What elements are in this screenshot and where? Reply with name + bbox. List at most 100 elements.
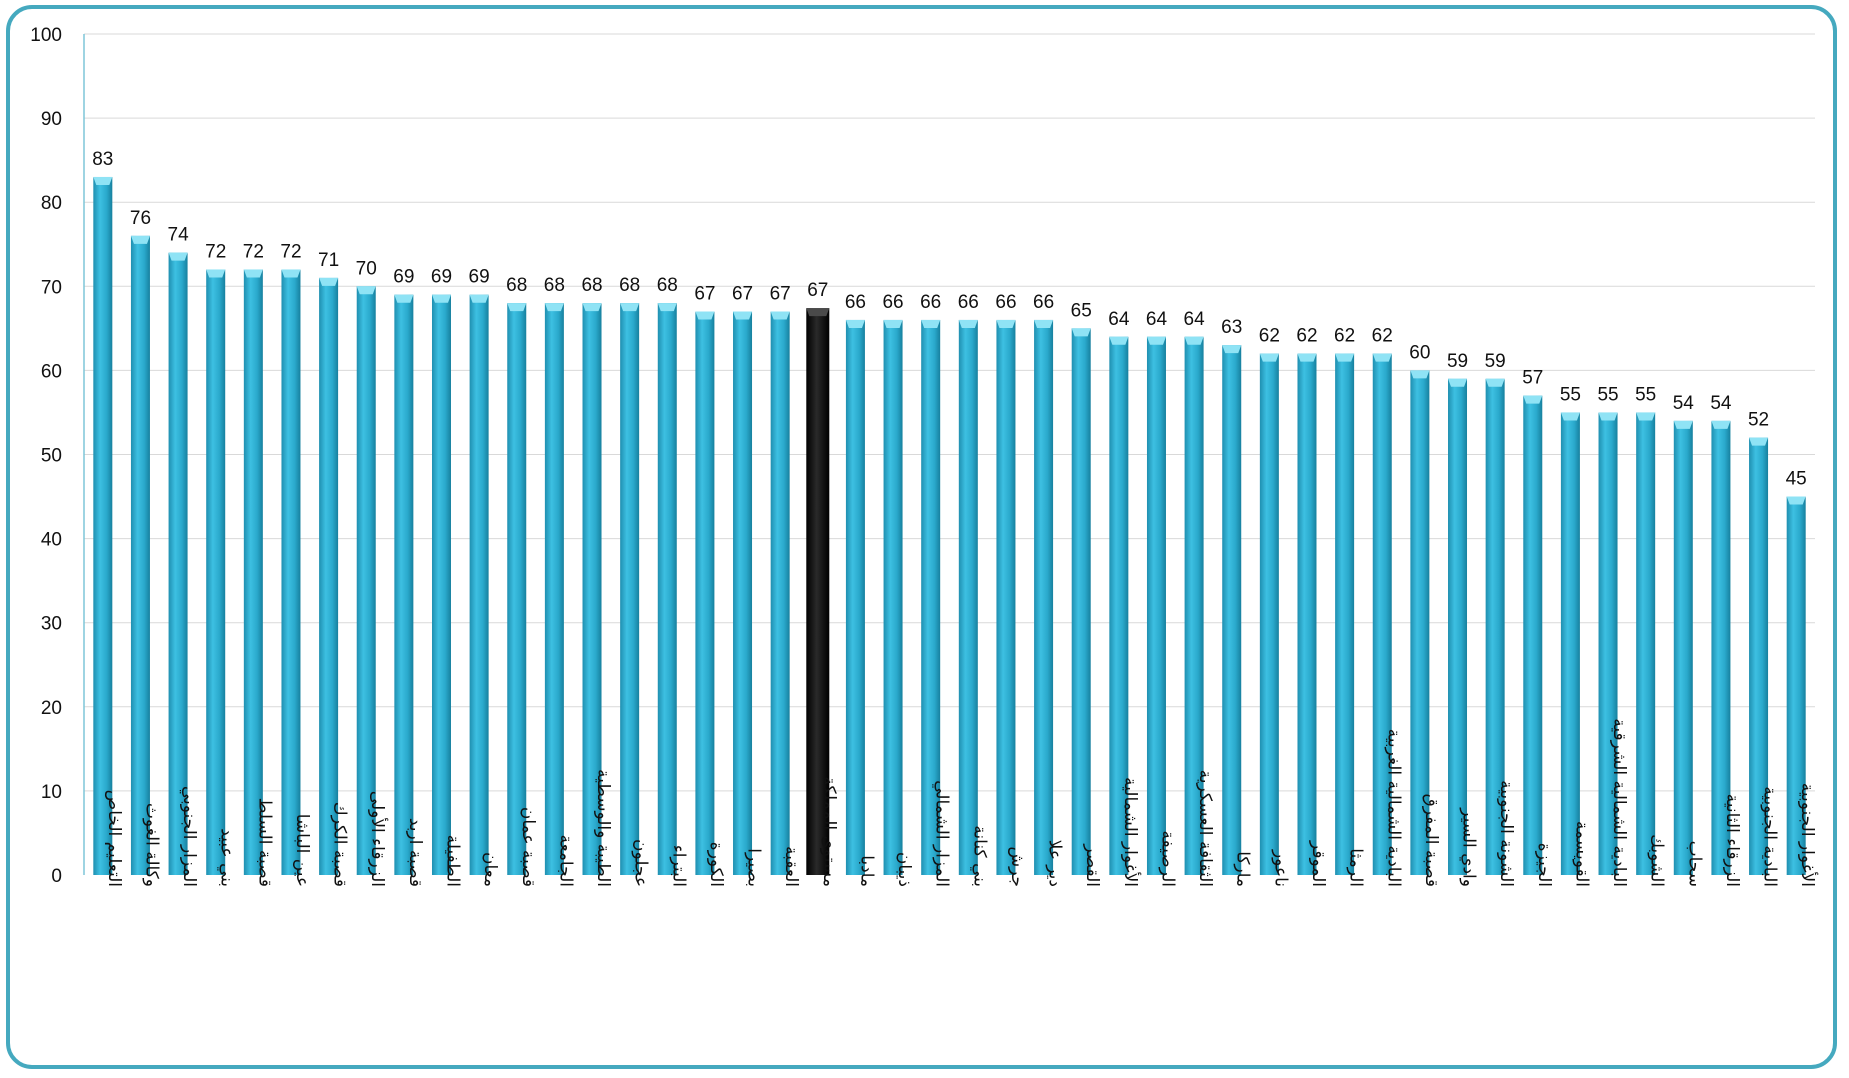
bar-body <box>507 303 527 875</box>
bar <box>1410 370 1430 875</box>
bar <box>883 319 903 875</box>
bar-cap <box>206 269 226 278</box>
bar-cap <box>1222 345 1242 354</box>
y-tick-label: 100 <box>30 25 62 46</box>
bar <box>1297 353 1317 876</box>
bar <box>130 235 150 876</box>
x-category-label: التعليم الخاص <box>104 790 124 887</box>
x-category-label: قصبة اربد <box>405 818 425 887</box>
bar <box>93 176 113 876</box>
bar-body <box>1034 319 1054 875</box>
data-label: 67 <box>770 284 791 305</box>
bar-body <box>243 269 263 876</box>
bar-cap <box>806 308 830 317</box>
data-label: 68 <box>544 275 565 296</box>
bar <box>1673 420 1693 875</box>
bar-body <box>1372 353 1392 876</box>
bar-body <box>921 319 941 875</box>
bar-cap <box>1673 420 1693 429</box>
bar-body <box>168 252 188 875</box>
bar <box>958 319 978 875</box>
bar-body <box>845 319 865 875</box>
bar-cap <box>1523 395 1543 404</box>
data-label: 54 <box>1710 393 1732 414</box>
bar-body <box>1673 420 1693 875</box>
bar-body <box>958 319 978 875</box>
x-axis-labels: التعليم الخاص وكالة الغوث المزار الجنوبي بن… <box>104 718 1818 887</box>
bar-cap <box>582 303 602 312</box>
x-category-label: ناعور <box>1270 849 1290 887</box>
bar <box>243 269 263 876</box>
bar-body <box>356 286 376 875</box>
bar-cap <box>1711 420 1731 429</box>
x-category-label: وادي السير <box>1459 807 1479 887</box>
y-tick-label: 50 <box>41 446 62 467</box>
x-category-label: عين الباشا <box>292 814 312 887</box>
bar <box>770 311 790 875</box>
bar <box>168 252 188 875</box>
bar <box>1146 336 1166 875</box>
data-label: 69 <box>469 267 490 288</box>
bar <box>1448 378 1468 875</box>
data-label: 62 <box>1296 326 1317 347</box>
data-label: 72 <box>205 241 226 262</box>
x-category-label: الزرقاء الأولى <box>367 791 388 887</box>
bar <box>1034 319 1054 875</box>
data-label: 68 <box>581 275 602 296</box>
bar <box>1259 353 1279 876</box>
bar-body <box>996 319 1016 875</box>
bar-cap <box>657 303 677 312</box>
y-tick-label: 20 <box>41 698 62 719</box>
data-label: 57 <box>1522 368 1543 389</box>
gridlines <box>84 33 1815 792</box>
data-label: 59 <box>1447 351 1468 372</box>
bar-cap <box>1598 412 1618 421</box>
x-category-label: بصيرا <box>744 848 764 887</box>
bar <box>620 303 640 875</box>
x-category-label: بني كنانة <box>969 825 989 887</box>
bar-body <box>1711 420 1731 875</box>
x-category-label: جرش <box>1007 846 1027 887</box>
data-label: 72 <box>243 241 264 262</box>
bar-body <box>657 303 677 875</box>
data-label: 66 <box>845 292 866 313</box>
x-category-label: ماركا <box>1233 851 1253 887</box>
bar <box>206 269 226 876</box>
y-tick-label: 0 <box>51 866 62 887</box>
bar-body <box>1485 378 1505 875</box>
bar-body <box>469 294 489 876</box>
data-label: 64 <box>1146 309 1168 330</box>
bar-body <box>1410 370 1430 875</box>
bar-body <box>770 311 790 875</box>
x-category-label: البادية الجنوبية <box>1760 786 1780 887</box>
x-category-label: القصر <box>1082 843 1102 887</box>
bar <box>1598 412 1618 875</box>
bar-cap <box>1297 353 1317 362</box>
bar-cap <box>507 303 527 312</box>
bar-highlight <box>806 308 830 875</box>
bar-cap <box>1109 336 1129 345</box>
bar-cap <box>1146 336 1166 345</box>
bar-body <box>1184 336 1204 875</box>
bar-cap <box>1560 412 1580 421</box>
data-label: 55 <box>1635 384 1656 405</box>
y-tick-label: 80 <box>41 193 62 214</box>
bar-cap <box>394 294 414 303</box>
bar-cap <box>1410 370 1430 379</box>
bar <box>582 303 602 875</box>
x-category-label: قصبة المفرق <box>1421 794 1441 887</box>
bar-body <box>319 277 339 875</box>
data-label: 71 <box>318 250 339 271</box>
bar <box>996 319 1016 875</box>
x-category-label: قصبة عمان <box>518 807 538 887</box>
x-category-label: الثقافة العسكرية <box>1195 770 1215 887</box>
bar <box>1335 353 1355 876</box>
bar-cap <box>958 319 978 328</box>
bar-body <box>582 303 602 875</box>
data-label: 54 <box>1673 393 1695 414</box>
bar-cap <box>93 176 113 185</box>
bar-body <box>1560 412 1580 875</box>
bar-body <box>206 269 226 876</box>
x-category-label: الكورة <box>706 842 726 887</box>
bar-cap <box>1372 353 1392 362</box>
